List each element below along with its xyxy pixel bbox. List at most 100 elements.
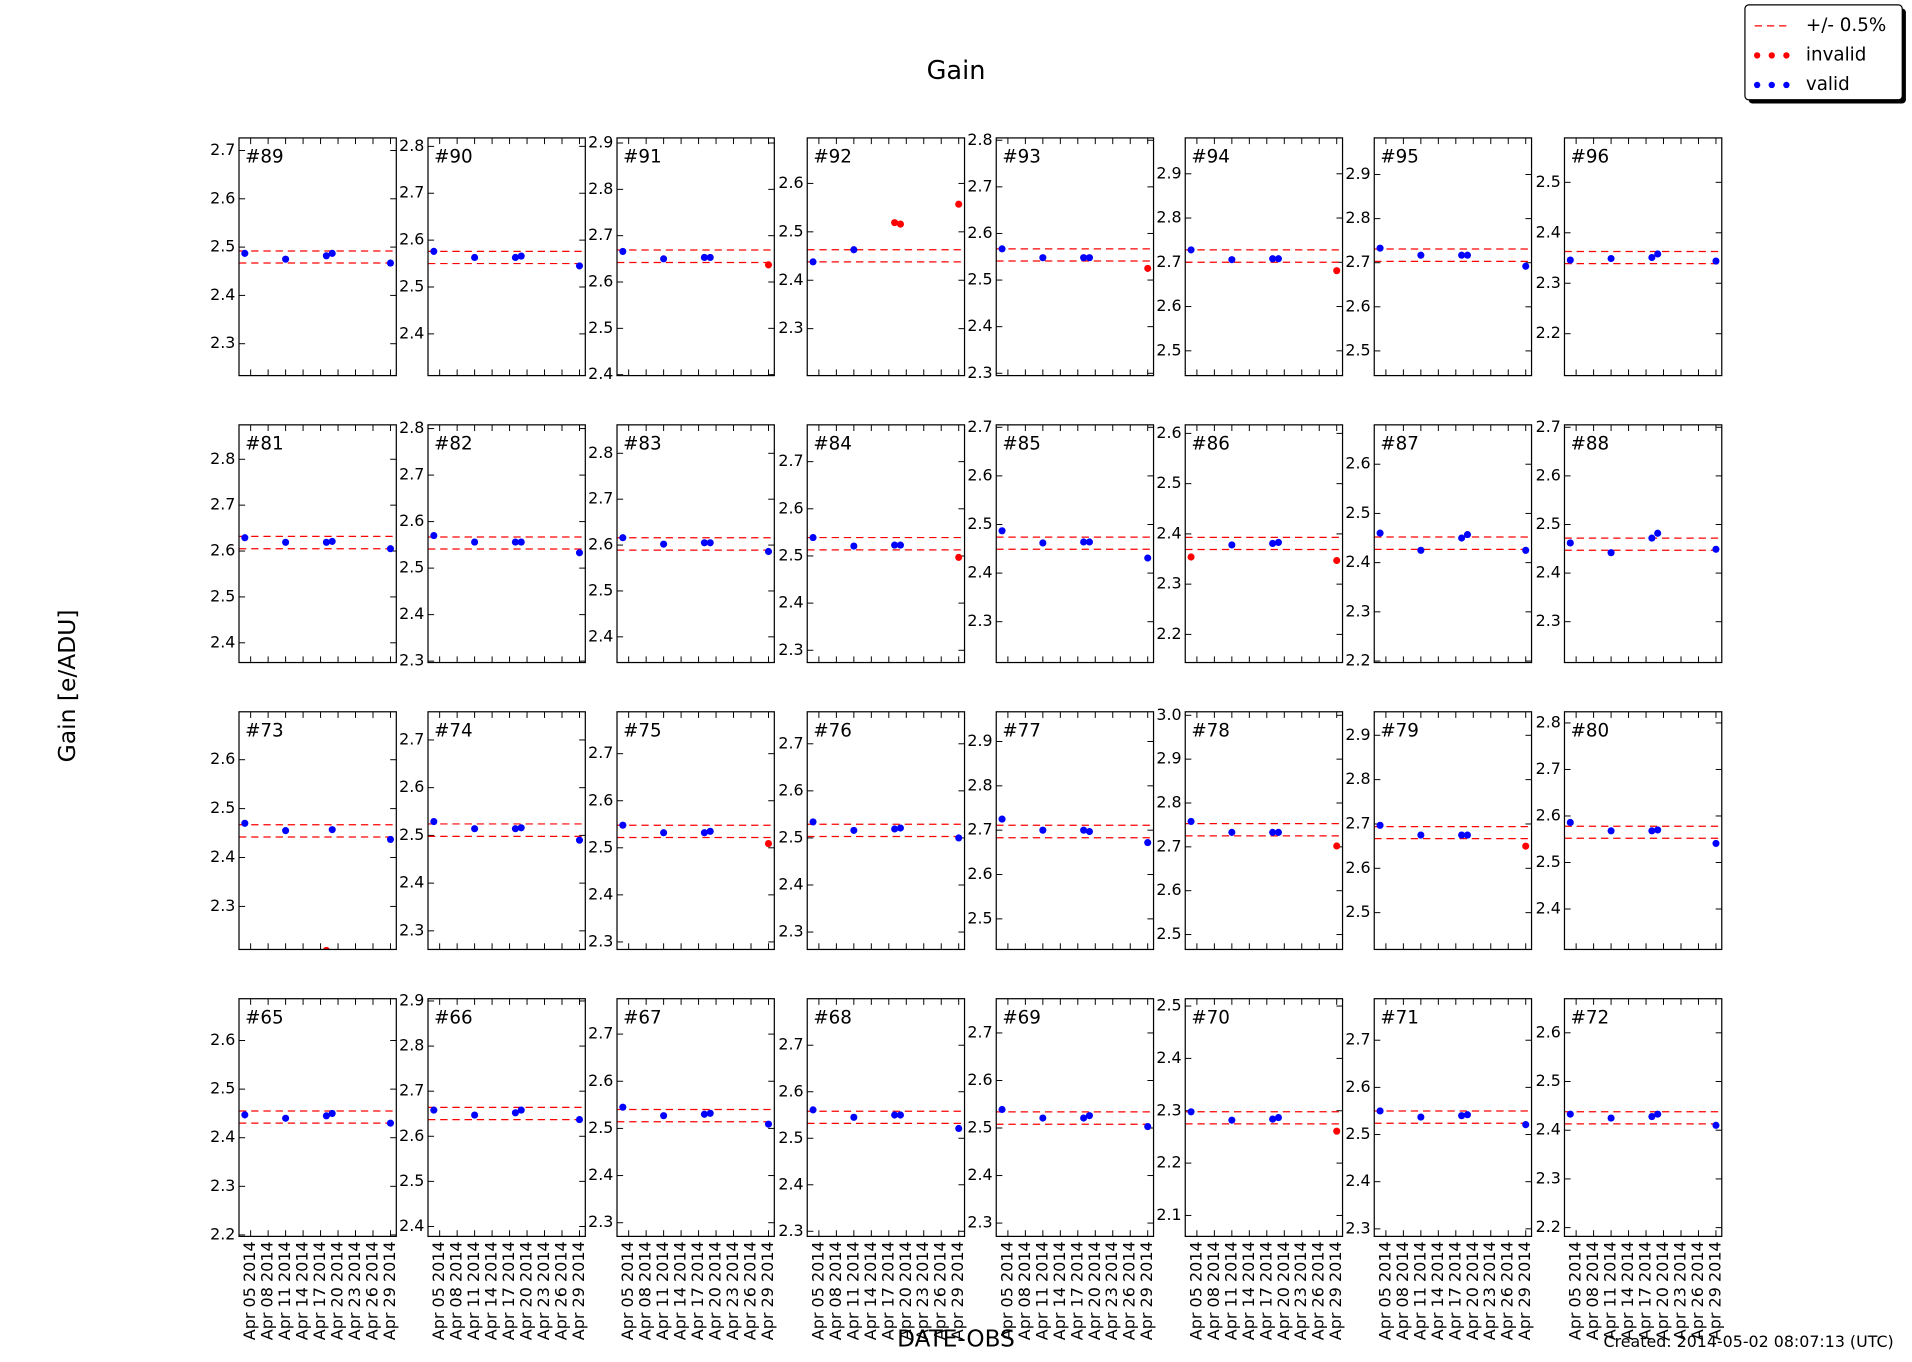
data-point	[660, 255, 668, 263]
data-point	[891, 219, 899, 227]
y-tick-label: 2.6	[778, 1081, 803, 1100]
x-tick-label: Apr 29 2014	[948, 1241, 967, 1340]
x-tick-label: Apr 11 2014	[843, 1241, 862, 1340]
axes-frame	[238, 137, 397, 377]
data-point	[322, 252, 330, 260]
panel-title: #67	[623, 1007, 662, 1028]
x-tick-label: Apr 26 2014	[552, 1241, 571, 1340]
y-tick-label: 2.5	[1536, 852, 1561, 871]
y-tick-label: 2.6	[588, 790, 613, 809]
x-tick-label: Apr 11 2014	[1410, 1241, 1429, 1340]
axes-frame	[616, 998, 775, 1238]
panel-title: #88	[1571, 434, 1610, 455]
panel-title: #95	[1380, 147, 1419, 168]
x-tick-label: Apr 11 2014	[1601, 1241, 1620, 1340]
y-tick-label: 2.4	[588, 626, 613, 645]
data-point	[1376, 529, 1384, 537]
x-tick-label: Apr 29 2014	[758, 1241, 777, 1340]
y-tick-label: 2.9	[967, 731, 992, 750]
data-point	[1274, 255, 1282, 263]
x-tick-label: Apr 11 2014	[275, 1241, 294, 1340]
y-tick-label: 2.5	[1345, 902, 1370, 921]
panel-title: #84	[813, 434, 852, 455]
data-point	[322, 538, 330, 546]
panel-title: #66	[434, 1007, 473, 1028]
y-tick-label: 2.4	[399, 1216, 424, 1235]
panel: 2.5 2.6 2.7 2.8 2.9 #77	[967, 711, 1155, 951]
y-tick-label: 2.7	[1156, 836, 1181, 855]
panel-title: #79	[1380, 720, 1419, 741]
y-tick-label: 2.6	[967, 223, 992, 242]
y-tick-label: 2.4	[778, 270, 803, 289]
data-point	[1039, 826, 1047, 834]
data-point	[1187, 246, 1195, 254]
x-tick-label: Apr 14 2014	[293, 1241, 312, 1340]
y-tick-label: 2.3	[399, 651, 424, 670]
y-tick-label: 2.7	[1536, 759, 1561, 778]
x-tick-label: Apr 14 2014	[1428, 1241, 1447, 1340]
y-tick-label: 2.3	[588, 1212, 613, 1231]
panel: 2.4 2.5 2.6 2.7 2.8 #81	[210, 424, 397, 664]
y-tick-label: 2.8	[1156, 792, 1181, 811]
data-point	[1654, 826, 1662, 834]
data-point	[706, 253, 714, 262]
data-point	[1654, 529, 1662, 537]
data-point	[619, 247, 627, 256]
legend-label: +/- 0.5%	[1806, 15, 1886, 36]
panel: 2.3 2.4 2.5 2.6 2.7 2.8 #93	[967, 130, 1155, 382]
legend-dot	[1753, 81, 1761, 89]
panel-title: #74	[434, 720, 473, 741]
data-point	[322, 1112, 330, 1120]
points	[241, 249, 395, 267]
data-point	[1274, 828, 1282, 836]
axes-frame	[1563, 424, 1723, 664]
panel: 2.2 2.3 2.4 2.5 2.6 #87	[1345, 424, 1533, 670]
y-tick-label: 2.4	[967, 1165, 992, 1184]
y-tick-label: 2.8	[1536, 712, 1561, 731]
y-tick-label: 2.6	[210, 540, 235, 559]
x-tick-label: Apr 20 2014	[896, 1241, 915, 1340]
panel-title: #78	[1191, 720, 1230, 741]
x-tick-label: Apr 08 2014	[1015, 1241, 1034, 1340]
data-point	[809, 258, 817, 266]
x-tick-label: Apr 17 2014	[1636, 1241, 1655, 1340]
legend-label: invalid	[1806, 44, 1866, 65]
data-point	[1080, 826, 1088, 834]
panel-title: #86	[1191, 434, 1230, 455]
axes-frame	[1184, 137, 1344, 377]
points	[1376, 244, 1530, 270]
y-tick-label: 2.2	[1345, 651, 1370, 670]
x-tick-label: Apr 23 2014	[345, 1241, 364, 1340]
y-tick-label: 2.9	[1345, 725, 1370, 744]
data-point	[1522, 842, 1530, 850]
x-tick-label: Apr 23 2014	[1480, 1241, 1499, 1340]
y-tick-label: 2.5	[399, 276, 424, 295]
panel: 2.3 2.4 2.5 2.6 #73	[210, 711, 397, 951]
y-tick-label: 2.4	[1156, 523, 1181, 542]
y-tick-label: 2.5	[210, 1079, 235, 1098]
data-point	[386, 835, 395, 843]
axes-frame	[616, 424, 775, 664]
y-tick-label: 2.4	[1536, 222, 1561, 241]
y-tick-label: 2.3	[399, 920, 424, 939]
data-point	[1080, 254, 1088, 262]
x-tick-label: Apr 29 2014	[1137, 1241, 1156, 1340]
x-tick-label: Apr 08 2014	[447, 1241, 466, 1340]
y-tick-label: 2.3	[1156, 1100, 1181, 1119]
y-tick-label: 2.5	[210, 237, 235, 256]
points	[1566, 250, 1720, 265]
y-tick-label: 2.5	[1536, 514, 1561, 533]
y-tick-label: 2.4	[1536, 1120, 1561, 1139]
y-tick-label: 2.5	[1345, 1124, 1370, 1143]
x-tick-label: Apr 05 2014	[618, 1241, 637, 1340]
data-point	[700, 1110, 708, 1118]
y-tick-label: 2.3	[778, 921, 803, 940]
axes-frame	[427, 424, 586, 664]
data-point	[575, 262, 584, 270]
y-tick-label: 2.6	[588, 535, 613, 554]
data-point	[1648, 534, 1656, 542]
x-tick-label: Apr 26 2014	[741, 1241, 760, 1340]
y-tick-label: 2.3	[1345, 601, 1370, 620]
